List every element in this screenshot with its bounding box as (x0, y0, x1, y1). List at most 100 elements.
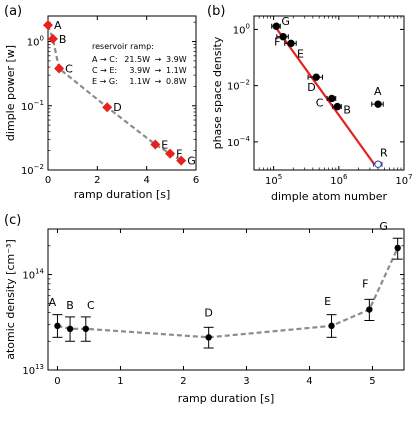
data-point-e (287, 39, 295, 48)
data-point-c (54, 63, 65, 74)
point-label-e: E (161, 138, 168, 151)
y-tick-label: 1013 (22, 363, 44, 377)
y-tick-label-base: 10 (227, 138, 240, 149)
y-tick-label: 100 (233, 22, 250, 36)
data-point-e (150, 139, 161, 150)
y-tick-label-exponent: 14 (35, 268, 44, 276)
legend: reservoir ramp: A → C: 21.5W → 3.9W C → E: 3.9… (92, 42, 187, 86)
x-tick-label: 0 (54, 376, 60, 387)
data-point-b (66, 325, 74, 333)
y-tick-label-exponent: −2 (240, 79, 250, 87)
data-point-c (82, 325, 90, 333)
fit-line (272, 23, 376, 165)
legend-range: A → C: (92, 55, 118, 64)
y-tick-label: 10−2 (227, 79, 250, 93)
data-point-g (272, 22, 281, 30)
data-point-r (374, 160, 382, 168)
point-label-g: G (281, 15, 290, 28)
y-tick-label-base: 10 (227, 82, 240, 93)
point-label-d: D (204, 306, 212, 319)
panel-b-label: (b) (207, 4, 225, 19)
x-axis-label: ramp duration [s] (178, 392, 275, 405)
point-label-f: F (362, 278, 368, 291)
x-tick-label: 2 (180, 376, 186, 387)
data-point-f (165, 148, 176, 159)
data-point-a (54, 322, 61, 330)
y-tick-label-exponent: 0 (246, 22, 250, 30)
x-tick-label-exponent: 5 (278, 173, 282, 181)
x-tick-label: 2 (94, 175, 100, 186)
x-tick-label: 4 (143, 175, 149, 186)
x-tick-label: 0 (45, 175, 51, 186)
legend-arrow: → (155, 55, 162, 64)
legend-from: 1.1W (129, 77, 150, 86)
x-tick-label: 107 (395, 173, 412, 187)
legend-to: 3.9W (166, 55, 187, 64)
y-tick-label: 10−1 (21, 99, 44, 113)
x-tick-label-base: 10 (395, 176, 408, 187)
y-tick-label-base: 10 (22, 271, 35, 282)
legend-range: E → G: (92, 77, 118, 86)
data-point-b (47, 33, 58, 44)
point-label-r: R (380, 146, 388, 159)
x-tick-label: 105 (265, 173, 282, 187)
x-tick-label-exponent: 6 (343, 173, 348, 181)
x-axis-label: dimple atom number (271, 190, 387, 203)
point-label-c: C (65, 63, 73, 76)
y-tick-label-exponent: −4 (240, 135, 251, 143)
data-point-b (333, 102, 342, 111)
x-axis-label: ramp duration [s] (74, 188, 171, 201)
x-tick-label-exponent: 7 (408, 173, 412, 181)
x-tick-label: 4 (306, 376, 312, 387)
point-label-d: D (113, 101, 121, 114)
data-point-g (176, 155, 187, 166)
y-tick-label-exponent: 0 (40, 35, 44, 43)
y-tick-label: 10−4 (227, 135, 251, 149)
y-tick-label-exponent: −1 (34, 99, 44, 107)
point-label-g: G (187, 155, 196, 168)
x-tick-label-base: 10 (330, 176, 343, 187)
data-point-d (102, 102, 113, 113)
panel-c-label: (c) (4, 213, 21, 228)
y-tick-label-exponent: −2 (34, 163, 44, 171)
legend-from: 3.9W (129, 66, 150, 75)
y-axis-label: phase space density (211, 36, 224, 149)
point-label-a: A (54, 19, 62, 32)
y-tick-label-base: 10 (233, 25, 246, 36)
data-point-d (205, 334, 212, 341)
y-tick-label-base: 10 (21, 102, 34, 113)
data-point-c (328, 94, 336, 103)
x-tick-label-base: 10 (265, 176, 278, 187)
x-tick-label: 106 (330, 173, 348, 187)
data-point-g (394, 244, 401, 252)
data-point-f (279, 33, 287, 41)
y-tick-label: 1014 (22, 268, 44, 282)
y-tick-label-base: 10 (22, 366, 35, 377)
point-label-b: B (66, 299, 74, 312)
x-tick-label: 3 (243, 376, 249, 387)
point-label-b: B (343, 104, 351, 117)
y-tick-label: 100 (27, 35, 44, 49)
y-tick-label: 10−2 (21, 163, 44, 177)
data-point-d (312, 73, 320, 81)
data-point-a (43, 20, 53, 31)
point-label-f: F (176, 148, 182, 161)
legend-to: 0.8W (166, 77, 187, 86)
y-tick-label-exponent: 13 (35, 363, 44, 371)
legend-title: reservoir ramp: (92, 42, 154, 51)
data-point-f (366, 306, 373, 313)
point-label-b: B (59, 33, 67, 46)
point-label-a: A (374, 85, 382, 98)
point-label-c: C (87, 299, 95, 312)
data-point-a (374, 100, 382, 108)
panel-a-frame (47, 15, 197, 171)
x-tick-label: 1 (117, 376, 123, 387)
y-axis-label: dimple power [w] (4, 45, 17, 141)
y-tick-label-base: 10 (21, 166, 34, 177)
point-label-f: F (274, 36, 280, 49)
point-label-g: G (379, 220, 388, 233)
